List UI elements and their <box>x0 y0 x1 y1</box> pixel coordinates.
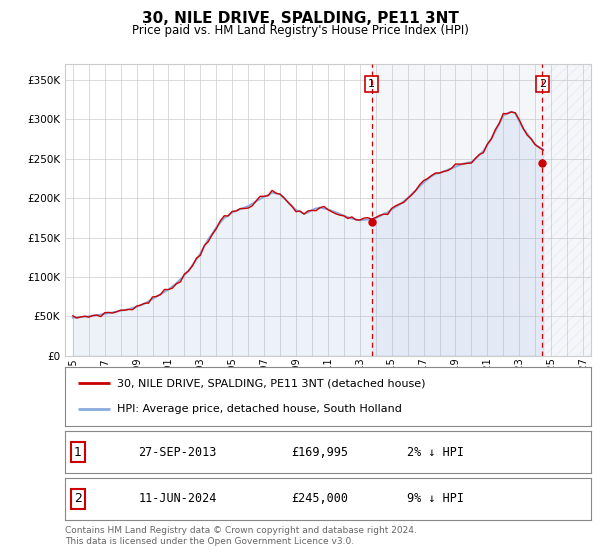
Text: 27-SEP-2013: 27-SEP-2013 <box>139 446 217 459</box>
Text: HPI: Average price, detached house, South Holland: HPI: Average price, detached house, Sout… <box>118 404 402 414</box>
Text: 2% ↓ HPI: 2% ↓ HPI <box>407 446 464 459</box>
Text: 9% ↓ HPI: 9% ↓ HPI <box>407 492 464 505</box>
Bar <box>543 64 600 356</box>
Bar <box>371 64 543 356</box>
Text: 11-JUN-2024: 11-JUN-2024 <box>139 492 217 505</box>
Text: 2: 2 <box>74 492 82 505</box>
Text: 30, NILE DRIVE, SPALDING, PE11 3NT (detached house): 30, NILE DRIVE, SPALDING, PE11 3NT (deta… <box>118 378 426 388</box>
Text: £169,995: £169,995 <box>291 446 348 459</box>
Text: £245,000: £245,000 <box>291 492 348 505</box>
Text: Contains HM Land Registry data © Crown copyright and database right 2024.
This d: Contains HM Land Registry data © Crown c… <box>65 526 416 546</box>
Text: Price paid vs. HM Land Registry's House Price Index (HPI): Price paid vs. HM Land Registry's House … <box>131 24 469 36</box>
Text: 1: 1 <box>368 79 375 89</box>
Text: 30, NILE DRIVE, SPALDING, PE11 3NT: 30, NILE DRIVE, SPALDING, PE11 3NT <box>142 11 458 26</box>
Text: 1: 1 <box>74 446 82 459</box>
Text: 2: 2 <box>539 79 546 89</box>
